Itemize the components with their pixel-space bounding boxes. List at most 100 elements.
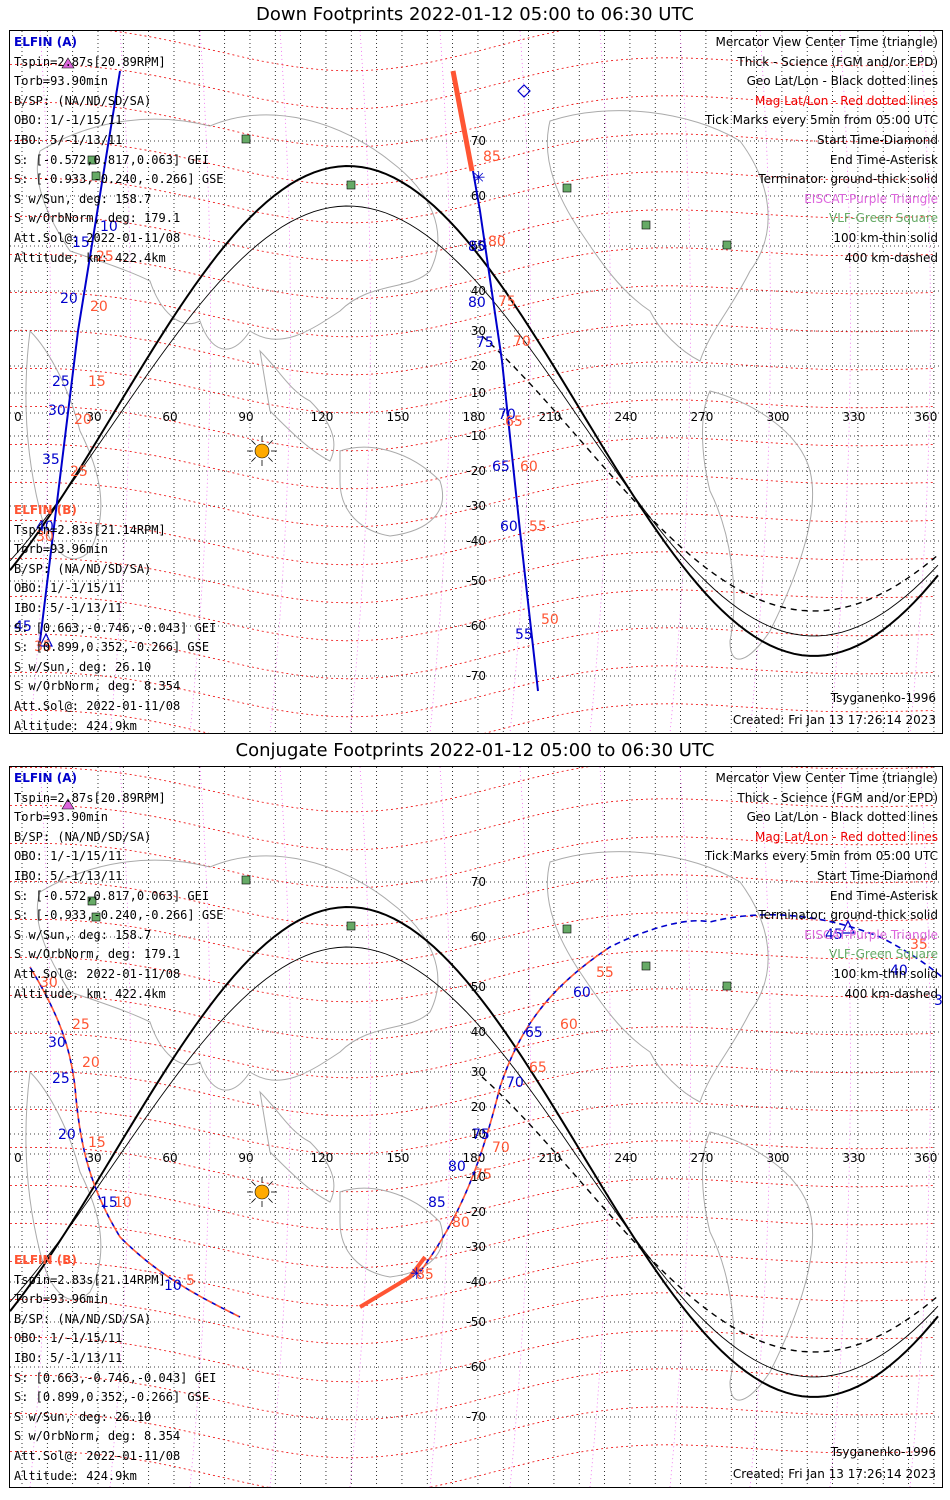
elfin-b-tick-label: 85 xyxy=(483,149,501,165)
elfin-a-info: ELFIN (A) Tspin=2.87s[20.89RPM] Torb=93.9… xyxy=(14,33,224,268)
continent-outline xyxy=(339,446,444,537)
mag-longitude-line xyxy=(509,767,531,1487)
terminator-100km xyxy=(10,946,939,1378)
info-line: Att.Sol@: 2022-01-11/08 xyxy=(14,698,181,713)
mag-longitude-line xyxy=(669,767,691,1487)
legend-entry: 100 km-thin solid xyxy=(833,230,938,245)
mag-longitude-line xyxy=(749,767,771,1487)
legend-entry: VLF-Green Square xyxy=(829,211,938,226)
elfin-b-science-track xyxy=(450,70,475,172)
longitude-label: 330 xyxy=(842,410,865,424)
elfin-b-tick-label: 75 xyxy=(498,294,516,310)
elfin-b-tick-label: 85 xyxy=(416,1267,434,1283)
longitude-label: 210 xyxy=(538,410,561,424)
elfin-b-tick-label: 15 xyxy=(88,374,106,390)
vlf-station-square xyxy=(722,981,732,991)
legend-entry: Mag Lat/Lon - Red dotted lines xyxy=(754,829,938,844)
continent-outline xyxy=(36,855,439,1091)
info-line: S: [0.663,-0.746,-0.043] GEI xyxy=(14,620,217,635)
legend-entry: Start Time-Diamond xyxy=(816,868,938,883)
mag-longitude-line xyxy=(429,31,451,733)
vlf-station-square xyxy=(722,240,732,250)
down-panel-title: Down Footprints 2022-01-12 05:00 to 06:3… xyxy=(256,4,694,25)
elfin-b-tick-label: 30 xyxy=(36,529,54,545)
latitude-label: 70 xyxy=(471,875,486,889)
info-line: Altitude, km: 422.4km xyxy=(14,250,166,265)
continent-outline xyxy=(702,390,814,660)
longitude-label: 180 xyxy=(462,410,485,424)
longitude-label: 120 xyxy=(311,1151,334,1165)
latitude-label: 20 xyxy=(471,359,486,373)
longitude-label: 360 xyxy=(914,410,937,424)
elfin-a-header: ELFIN (A) xyxy=(14,35,77,49)
elfin-b-tick-label: 55 xyxy=(596,965,614,981)
legend-entry: Tick Marks every 5min from 05:00 UTC xyxy=(704,849,938,864)
elfin-b-lines: Tspin=2.83s[21.14RPM] Torb=93.96min B/SP: … xyxy=(14,1271,216,1487)
longitude-label: 60 xyxy=(162,410,177,424)
center-triangle xyxy=(39,632,53,647)
terminator-ground xyxy=(10,905,939,1398)
info-line: S w/OrbNorm, deg: 179.1 xyxy=(14,211,181,226)
sun-ray xyxy=(251,1181,256,1186)
elfin-b-tick-label: 10 xyxy=(114,1195,132,1211)
elfin-b-tick-label: 75 xyxy=(474,1167,492,1183)
elfin-a-tick-label: 45 xyxy=(825,927,843,943)
mag-longitude-line xyxy=(429,767,451,1487)
continent-outline xyxy=(25,1070,102,1301)
elfin-b-tick-label: 20 xyxy=(90,299,108,315)
info-line: Torb=93.96min xyxy=(14,1292,108,1307)
legend-entry: Thick - Science (FGM and/or EPD) xyxy=(737,790,938,805)
legend-entry: VLF-Green Square xyxy=(829,947,938,962)
mag-longitude-line xyxy=(349,767,371,1487)
longitude-label: 300 xyxy=(766,410,789,424)
legend-entry: Terminator: ground-thick solid xyxy=(758,172,938,187)
elfin-a-header: ELFIN (A) xyxy=(14,771,77,785)
legend-entry: Tick Marks every 5min from 05:00 UTC xyxy=(704,113,938,128)
info-line: S w/OrbNorm, deg: 8.354 xyxy=(14,679,181,694)
continent-outline xyxy=(36,114,439,350)
sun-icon xyxy=(254,1184,270,1200)
elfin-a-tick-label: 10 xyxy=(164,1278,182,1294)
info-line: Tspin=2.83s[21.14RPM] xyxy=(14,522,166,537)
mag-longitude-line xyxy=(589,31,611,733)
latitude-label: 50 xyxy=(471,980,486,994)
eiscat-triangle xyxy=(61,57,75,69)
info-line: B/SP: (NA/ND/SD/SA) xyxy=(14,1311,152,1326)
elfin-a-tick-label: 10 xyxy=(100,219,118,235)
elfin-a-tick-label: 40 xyxy=(36,519,54,535)
legend-entry: Geo Lat/Lon - Black dotted lines xyxy=(746,810,938,825)
sun-icon xyxy=(254,443,270,459)
elfin-b-tick-label: 80 xyxy=(488,234,506,250)
latitude-label: -10 xyxy=(466,429,486,443)
latitude-label: -60 xyxy=(466,619,486,633)
info-line: Torb=93.96min xyxy=(14,542,108,557)
terminator-100km xyxy=(10,205,939,637)
longitude-label: 0 xyxy=(14,410,22,424)
elfin-a-tick-label: 75 xyxy=(472,1127,490,1143)
legend-entry: Start Time-Diamond xyxy=(816,132,938,147)
mag-longitude-line xyxy=(269,767,291,1487)
latitude-label: -40 xyxy=(466,534,486,548)
terminator-ground xyxy=(10,164,939,657)
model-name: Tsyganenko-1996 xyxy=(830,1445,936,1459)
info-line: S w/Sun, deg: 26.10 xyxy=(14,1409,152,1424)
legend-entry: End Time-Asterisk xyxy=(829,888,938,903)
elfin-a-tick-label: 60 xyxy=(500,519,518,535)
longitude-label: 330 xyxy=(842,1151,865,1165)
vlf-station-square xyxy=(562,924,572,934)
elfin-a-tick-label: 35 xyxy=(42,452,60,468)
created-timestamp: Created: Fri Jan 13 17:26:14 2023 xyxy=(732,713,936,727)
elfin-a-tick-label: 35 xyxy=(934,993,942,1009)
elfin-a-tick-label: 30 xyxy=(48,1035,66,1051)
down-map: 0 30 60 90 120 150 180 210 240 270 300 330 360 70 60 50… xyxy=(10,31,942,733)
latitude-label: 30 xyxy=(471,324,486,338)
elfin-b-tick-label: 65 xyxy=(529,1060,547,1076)
info-line: Torb=93.90min xyxy=(14,74,108,89)
latitude-label: 70 xyxy=(471,134,486,148)
latitude-label: -50 xyxy=(466,1315,486,1329)
info-line: IBO: 5/-1/13/11 xyxy=(14,132,123,147)
longitude-label: 90 xyxy=(238,410,253,424)
info-line: B/SP: (NA/ND/SD/SA) xyxy=(14,829,152,844)
info-line: S w/Sun, deg: 158.7 xyxy=(14,927,152,942)
continent-outline xyxy=(259,349,335,462)
